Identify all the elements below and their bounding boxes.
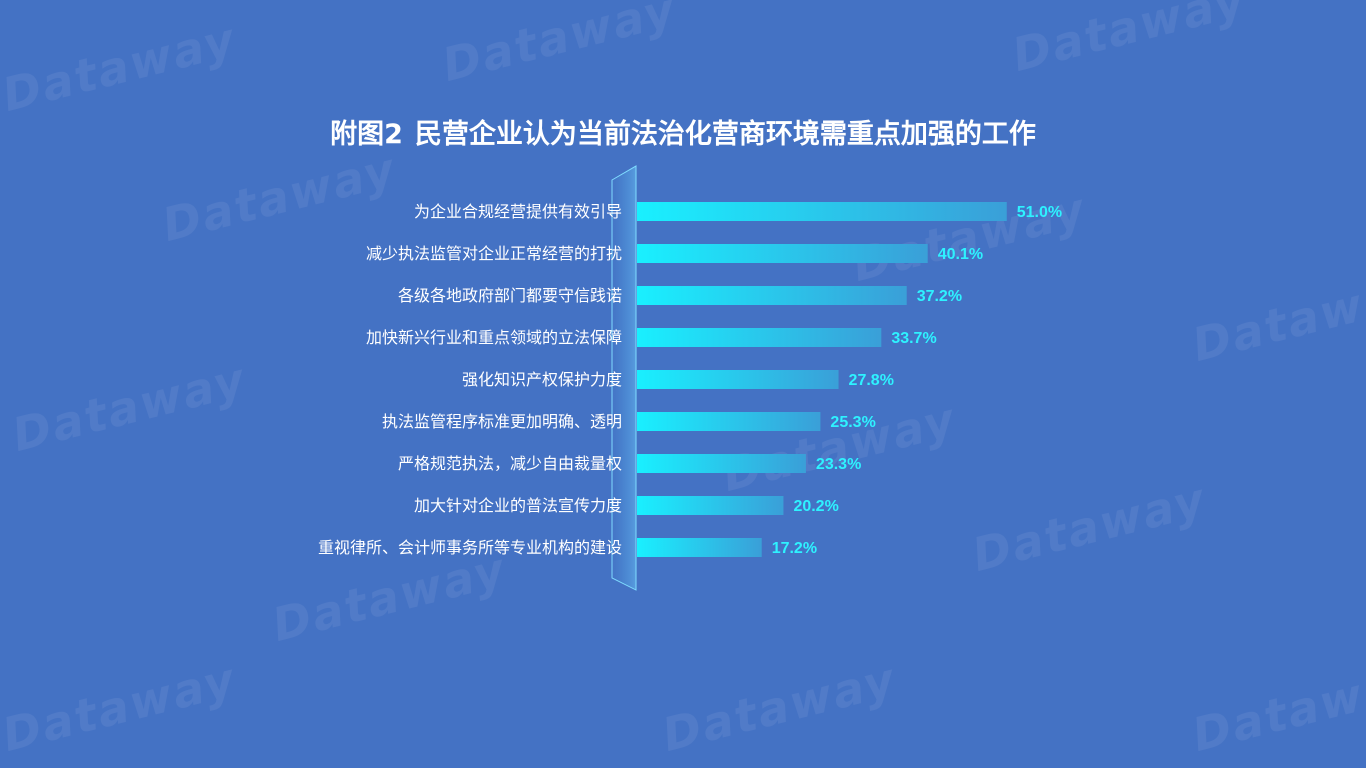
chart-title: 附图2 民营企业认为当前法治化营商环境需重点加强的工作 xyxy=(0,112,1366,151)
bar xyxy=(637,286,907,305)
category-label: 加快新兴行业和重点领域的立法保障 xyxy=(365,328,622,347)
data-label: 20.2% xyxy=(793,498,839,515)
data-label: 37.2% xyxy=(916,288,963,305)
bar xyxy=(637,412,821,431)
bar xyxy=(637,370,839,389)
bar xyxy=(637,538,762,557)
category-label: 各级各地政府部门都要守信践诺 xyxy=(397,286,622,305)
category-label: 强化知识产权保护力度 xyxy=(461,370,622,389)
category-label: 为企业合规经营提供有效引导 xyxy=(413,202,622,221)
data-label: 25.3% xyxy=(830,414,876,431)
data-label: 51.0% xyxy=(1016,204,1063,221)
category-label: 重视律所、会计师事务所等专业机构的建设 xyxy=(317,538,622,557)
bar xyxy=(637,454,806,473)
data-label: 40.1% xyxy=(937,246,984,263)
chart-title-prefix: 附图2 xyxy=(330,119,403,150)
data-label: 33.7% xyxy=(891,330,937,347)
category-label: 加大针对企业的普法宣传力度 xyxy=(413,496,622,515)
bar xyxy=(637,202,1007,221)
chart-title-main: 民营企业认为当前法治化营商环境需重点加强的工作 xyxy=(414,119,1036,150)
data-label: 27.8% xyxy=(848,372,894,389)
category-label: 严格规范执法，减少自由裁量权 xyxy=(397,454,622,473)
category-label: 减少执法监管对企业正常经营的打扰 xyxy=(365,244,622,263)
bar xyxy=(637,496,784,515)
data-label: 23.3% xyxy=(815,456,862,473)
axis-panel xyxy=(611,165,637,591)
data-label: 17.2% xyxy=(771,540,818,557)
bar xyxy=(637,328,882,347)
category-label: 执法监管程序标准更加明确、透明 xyxy=(381,412,622,431)
bar xyxy=(637,244,928,263)
